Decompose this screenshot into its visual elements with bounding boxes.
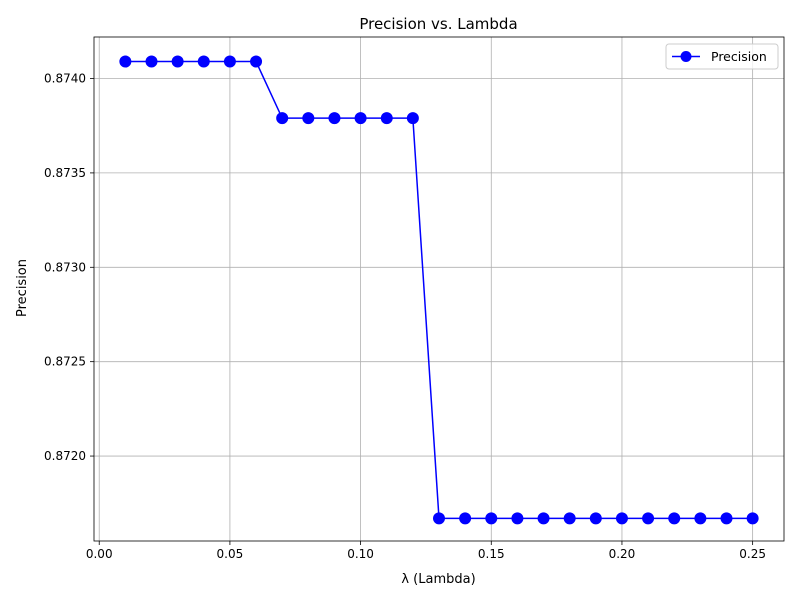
- y-tick-label: 0.8730: [44, 260, 86, 274]
- data-point: [250, 55, 263, 68]
- data-point: [119, 55, 132, 68]
- data-point: [276, 112, 289, 125]
- x-tick-label: 0.00: [86, 547, 113, 561]
- data-point: [406, 112, 419, 125]
- data-point: [642, 512, 655, 525]
- legend-marker: [680, 51, 692, 62]
- legend-box: [665, 43, 779, 70]
- x-tick-label: 0.25: [739, 547, 766, 561]
- data-point: [589, 512, 602, 525]
- x-tick-label: 0.20: [609, 547, 636, 561]
- legend: Precision: [665, 43, 779, 70]
- x-tick-label: 0.10: [347, 547, 374, 561]
- data-point: [223, 55, 236, 68]
- data-point: [380, 112, 393, 125]
- data-point: [328, 112, 341, 125]
- y-tick-label: 0.8740: [44, 72, 86, 86]
- data-point: [511, 512, 524, 525]
- data-point: [537, 512, 550, 525]
- data-point: [145, 55, 158, 68]
- data-point: [615, 512, 628, 525]
- data-point: [197, 55, 210, 68]
- data-point: [302, 112, 315, 125]
- data-point: [694, 512, 707, 525]
- legend-label: Precision: [711, 49, 767, 64]
- y-tick-label: 0.8720: [44, 449, 86, 463]
- plot-frame: [93, 36, 785, 542]
- y-axis-label: Precision: [15, 259, 30, 317]
- chart-title: Precision vs. Lambda: [359, 15, 517, 33]
- data-point: [354, 112, 367, 125]
- y-tick-label: 0.8725: [44, 355, 86, 369]
- data-point: [668, 512, 681, 525]
- y-tick-label: 0.8735: [44, 166, 86, 180]
- x-tick-label: 0.05: [217, 547, 244, 561]
- data-point: [485, 512, 498, 525]
- axis-ticks: 0.00 0.05 0.10 0.15 0.20 0.25 0.8720 0.8725 0.87…: [44, 72, 766, 561]
- data-point: [746, 512, 759, 525]
- series-layer: [119, 55, 759, 525]
- data-point: [433, 512, 445, 525]
- data-point: [459, 512, 472, 525]
- x-tick-label: 0.15: [478, 547, 505, 561]
- data-point: [720, 512, 733, 525]
- data-point: [171, 55, 184, 68]
- x-axis-label: λ (Lambda): [401, 572, 475, 587]
- data-point: [563, 512, 576, 525]
